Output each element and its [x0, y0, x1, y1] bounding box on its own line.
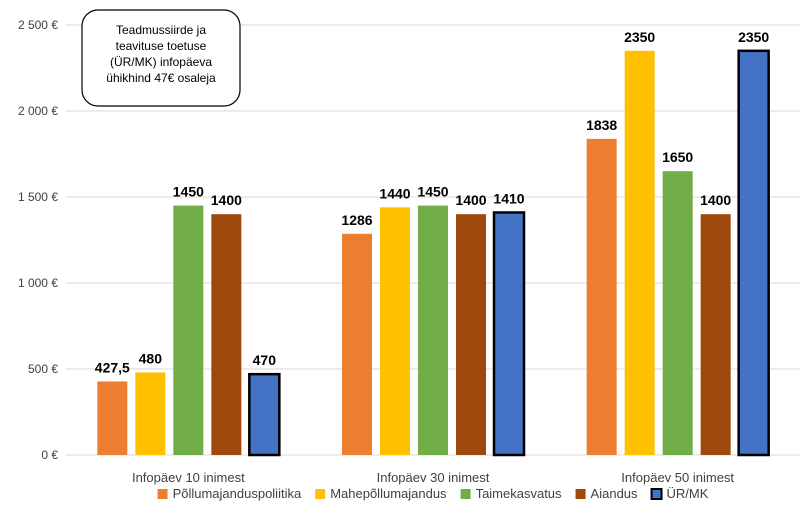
data-label-2-2: 1440 [379, 185, 410, 201]
legend-swatch-4 [575, 489, 586, 499]
y-tick-label-0: 0 € [41, 448, 58, 462]
data-label-3-2: 1450 [417, 184, 448, 200]
data-label-4-3: 1400 [700, 192, 731, 208]
bar-2-1 [135, 372, 166, 455]
data-labels: 427,5 480 1450 1400 470 1286 1440 1450 1400 1410 1… [95, 29, 770, 376]
data-label-2-3: 2350 [624, 29, 655, 45]
y-tick-label-5: 2 500 € [18, 18, 58, 32]
annotation-box-border [81, 9, 241, 107]
bar-5-2 [492, 211, 526, 457]
annotation-box: Teadmussiirde ja teavituse toetuse (ÜR/M… [81, 9, 241, 107]
bar-1-2 [342, 233, 372, 455]
bar-2-3 [624, 50, 655, 456]
legend-label-3: Taimekasvatus [476, 486, 562, 501]
data-label-5-2: 1410 [493, 190, 524, 206]
data-label-2-1: 480 [139, 350, 163, 366]
data-label-4-1: 1400 [211, 192, 242, 208]
bar-4-1 [211, 214, 242, 455]
legend-label-2: Mahepõllumajandus [330, 486, 447, 501]
data-label-3-1: 1450 [173, 184, 204, 200]
bar-3-3 [662, 171, 693, 455]
y-axis-ticks: 0 € 500 € 1 000 € 1 500 € 2 000 € 2 500 € [18, 18, 58, 462]
category-label-2: Infopäev 30 inimest [377, 470, 490, 485]
annotation-line-2: teavituse toetuse [116, 39, 207, 53]
data-label-1-2: 1286 [341, 212, 372, 228]
bar-2-2 [380, 207, 410, 455]
y-tick-label-1: 500 € [28, 362, 58, 376]
annotation-line-3: (ÜR/MK) infopäeva [110, 55, 212, 69]
legend-label-4: Aiandus [591, 486, 638, 501]
category-label-3: Infopäev 50 inimest [621, 470, 734, 485]
bar-3-2 [418, 205, 448, 455]
bar-5-3 [737, 49, 770, 457]
bar-1-1 [97, 381, 128, 455]
bar-3-1 [173, 205, 204, 455]
legend-swatch-1 [157, 489, 168, 499]
y-tick-label-4: 2 000 € [18, 104, 58, 118]
x-axis-categories: Infopäev 10 inimest Infopäev 30 inimest In… [132, 470, 734, 485]
bar-4-2 [456, 214, 486, 455]
legend: Põllumajanduspoliitika Mahepõllumajandus T… [157, 486, 709, 501]
annotation-line-1: Teadmussiirde ja [116, 23, 206, 37]
legend-swatch-3 [460, 489, 471, 499]
data-label-4-2: 1400 [455, 192, 486, 208]
data-label-1-1: 427,5 [95, 359, 130, 375]
data-label-3-3: 1650 [662, 149, 693, 165]
data-label-1-3: 1838 [586, 117, 617, 133]
legend-label-1: Põllumajanduspoliitika [173, 486, 302, 501]
legend-label-5: ÜR/MK [667, 486, 709, 501]
bar-1-3 [586, 138, 617, 455]
data-label-5-1: 470 [253, 352, 277, 368]
legend-swatch-5 [650, 488, 663, 500]
annotation-line-4: ühikhind 47€ osaleja [106, 71, 216, 85]
bar-4-3 [700, 214, 731, 455]
category-label-1: Infopäev 10 inimest [132, 470, 245, 485]
bars [97, 49, 770, 457]
y-tick-label-2: 1 000 € [18, 276, 58, 290]
bar-5-1 [248, 372, 281, 457]
y-tick-label-3: 1 500 € [18, 190, 58, 204]
legend-swatch-2 [315, 489, 326, 499]
data-label-5-3: 2350 [738, 29, 769, 45]
